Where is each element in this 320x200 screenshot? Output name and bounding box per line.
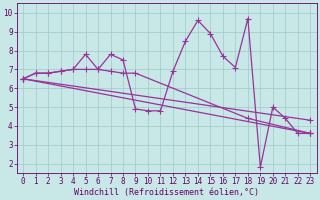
X-axis label: Windchill (Refroidissement éolien,°C): Windchill (Refroidissement éolien,°C) xyxy=(74,188,259,197)
